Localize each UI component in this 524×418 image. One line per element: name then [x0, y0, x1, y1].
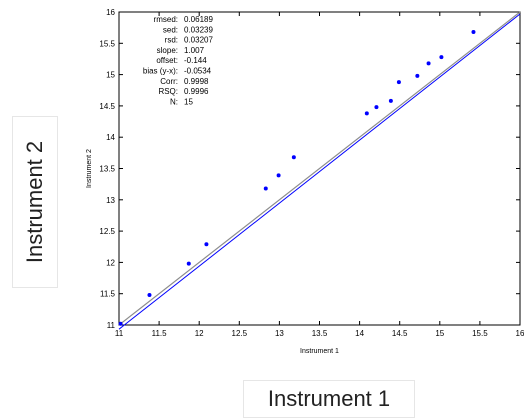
data-point [415, 73, 420, 78]
data-point [374, 105, 379, 110]
stat-label: sed: [163, 25, 178, 34]
x-tick-label: 15.5 [472, 329, 488, 338]
stat-label: Corr: [160, 77, 178, 86]
data-point [291, 155, 296, 160]
fit-line [118, 13, 521, 330]
stat-label: rsd: [165, 36, 178, 45]
y-tick-label: 14 [106, 133, 115, 142]
y-axis-title: Instrument 2 [86, 149, 93, 188]
x-tick-label: 12 [195, 329, 204, 338]
x-tick-label: 13.5 [312, 329, 328, 338]
y-tick-label: 11 [107, 321, 116, 330]
stat-value: 0.9996 [184, 87, 209, 96]
data-point [147, 292, 152, 297]
stat-value: 0.06189 [184, 15, 213, 24]
data-point [426, 61, 431, 66]
y-axis-caption-box: Instrument 2 [12, 116, 58, 288]
stat-label: bias (y-x): [143, 67, 178, 76]
stat-value: 15 [184, 97, 193, 106]
stat-label: slope: [157, 46, 178, 55]
data-point [471, 30, 476, 35]
stat-value: 0.03207 [184, 36, 213, 45]
x-tick-label: 12.5 [232, 329, 248, 338]
identity-line [118, 11, 521, 326]
data-point [388, 98, 393, 103]
x-tick-label: 11 [115, 329, 124, 338]
stat-value: -0.0534 [184, 67, 212, 76]
data-point [396, 80, 401, 85]
y-tick-label: 13.5 [99, 165, 115, 174]
x-axis-caption-box: Instrument 1 [243, 380, 415, 418]
y-tick-label: 13 [106, 196, 115, 205]
x-axis-caption: Instrument 1 [267, 386, 391, 411]
stat-label: offset: [156, 56, 178, 65]
x-tick-label: 11.5 [152, 329, 168, 338]
data-point [186, 261, 191, 266]
stat-label: rmsed: [154, 15, 178, 24]
y-tick-label: 15 [106, 71, 115, 80]
x-tick-label: 15 [435, 329, 444, 338]
stat-value: 0.9998 [184, 77, 209, 86]
stat-label: RSQ: [158, 87, 178, 96]
data-point [439, 55, 444, 60]
data-point [263, 186, 268, 191]
x-tick-label: 13 [275, 329, 284, 338]
y-tick-label: 16 [106, 8, 115, 17]
data-point [364, 111, 369, 116]
y-tick-label: 14.5 [99, 102, 115, 111]
stat-value: 1.007 [184, 46, 205, 55]
y-tick-label: 15.5 [99, 39, 115, 48]
x-axis-title: Instrument 1 [300, 348, 339, 355]
x-tick-label: 14.5 [392, 329, 408, 338]
x-tick-label: 14 [355, 329, 364, 338]
y-tick-label: 12 [106, 258, 115, 267]
y-tick-label: 12.5 [99, 227, 115, 236]
stat-value: 0.03239 [184, 25, 213, 34]
x-tick-label: 16 [516, 329, 524, 338]
data-point [276, 173, 281, 178]
data-point [118, 321, 123, 326]
stat-label: N: [170, 97, 178, 106]
y-axis-caption: Instrument 2 [22, 140, 47, 264]
stat-value: -0.144 [184, 56, 207, 65]
y-tick-label: 11.5 [100, 290, 116, 299]
data-point [204, 242, 209, 247]
